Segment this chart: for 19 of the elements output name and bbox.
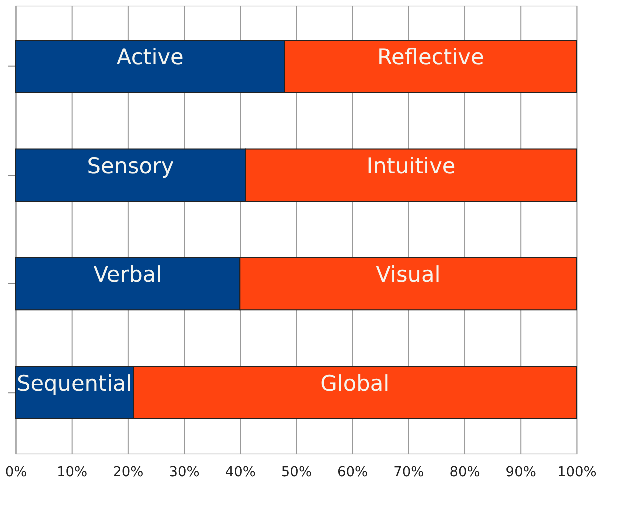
data-label: Visual (376, 263, 441, 288)
x-tick-label: 70% (394, 464, 424, 481)
x-tick-label: 60% (338, 464, 368, 481)
data-label: Sensory (87, 154, 174, 180)
data-label: Sequential (16, 372, 132, 397)
x-tick-label: 20% (113, 464, 144, 481)
x-tick-label: 90% (506, 464, 536, 481)
data-label: Active (116, 46, 184, 71)
data-label: Verbal (94, 263, 162, 288)
data-label: Global (320, 372, 390, 397)
x-tick-label: 50% (281, 464, 312, 481)
x-tick-label: 0% (5, 464, 28, 481)
x-tick-label: 100% (558, 464, 597, 481)
data-label: Intuitive (366, 154, 456, 180)
x-tick-label: 10% (57, 464, 88, 481)
x-tick-label: 40% (225, 464, 256, 481)
x-tick-label: 80% (450, 464, 480, 481)
data-label: Reflective (377, 46, 484, 71)
x-tick-label: 30% (169, 464, 200, 481)
